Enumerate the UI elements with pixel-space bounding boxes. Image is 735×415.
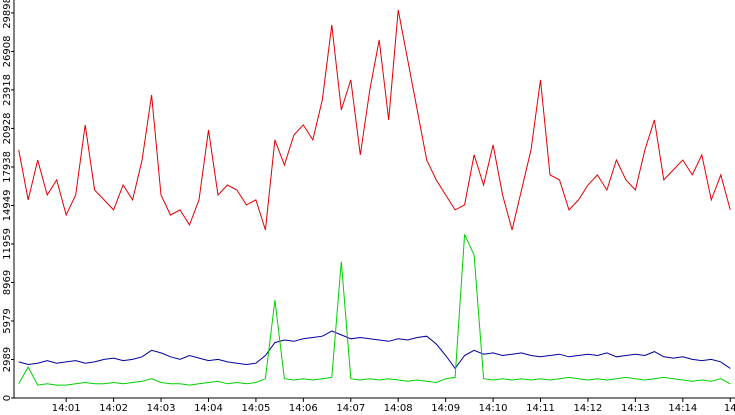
y-tick-label: 11959 [2,228,13,260]
x-tick-label: 14:06 [289,403,318,414]
x-tick-label: 14:04 [194,403,223,414]
y-tick-label: 8969 [2,270,13,295]
x-tick-label: 14:08 [384,403,413,414]
x-tick-label: 14:11 [526,403,555,414]
y-tick-label: 14949 [2,190,13,222]
series-line [18,234,731,386]
y-tick-label: 17938 [2,151,13,183]
x-tick-label: 14:14 [668,403,697,414]
x-tick-label: 14:13 [621,403,650,414]
x-tick-label: 14:12 [574,403,603,414]
y-tick-label: 20928 [2,113,13,145]
x-tick-label: 14:09 [431,403,460,414]
x-tick-label: 14:02 [99,403,128,414]
x-tick-label: 14 [724,403,735,414]
y-tick-label: 0 [2,395,13,401]
y-tick-label: 23918 [2,74,13,106]
x-tick-label: 14:07 [336,403,365,414]
series-line [18,9,731,231]
x-tick-label: 14:01 [52,403,81,414]
y-tick-label: 26908 [2,36,13,68]
x-tick-label: 14:05 [242,403,271,414]
x-tick-label: 14:03 [147,403,176,414]
y-tick-label: 5979 [2,308,13,333]
x-tick-label: 14:10 [479,403,508,414]
y-tick-label: 29898 [2,0,13,29]
y-tick-label: 2989 [2,347,13,372]
series-line [18,330,731,370]
